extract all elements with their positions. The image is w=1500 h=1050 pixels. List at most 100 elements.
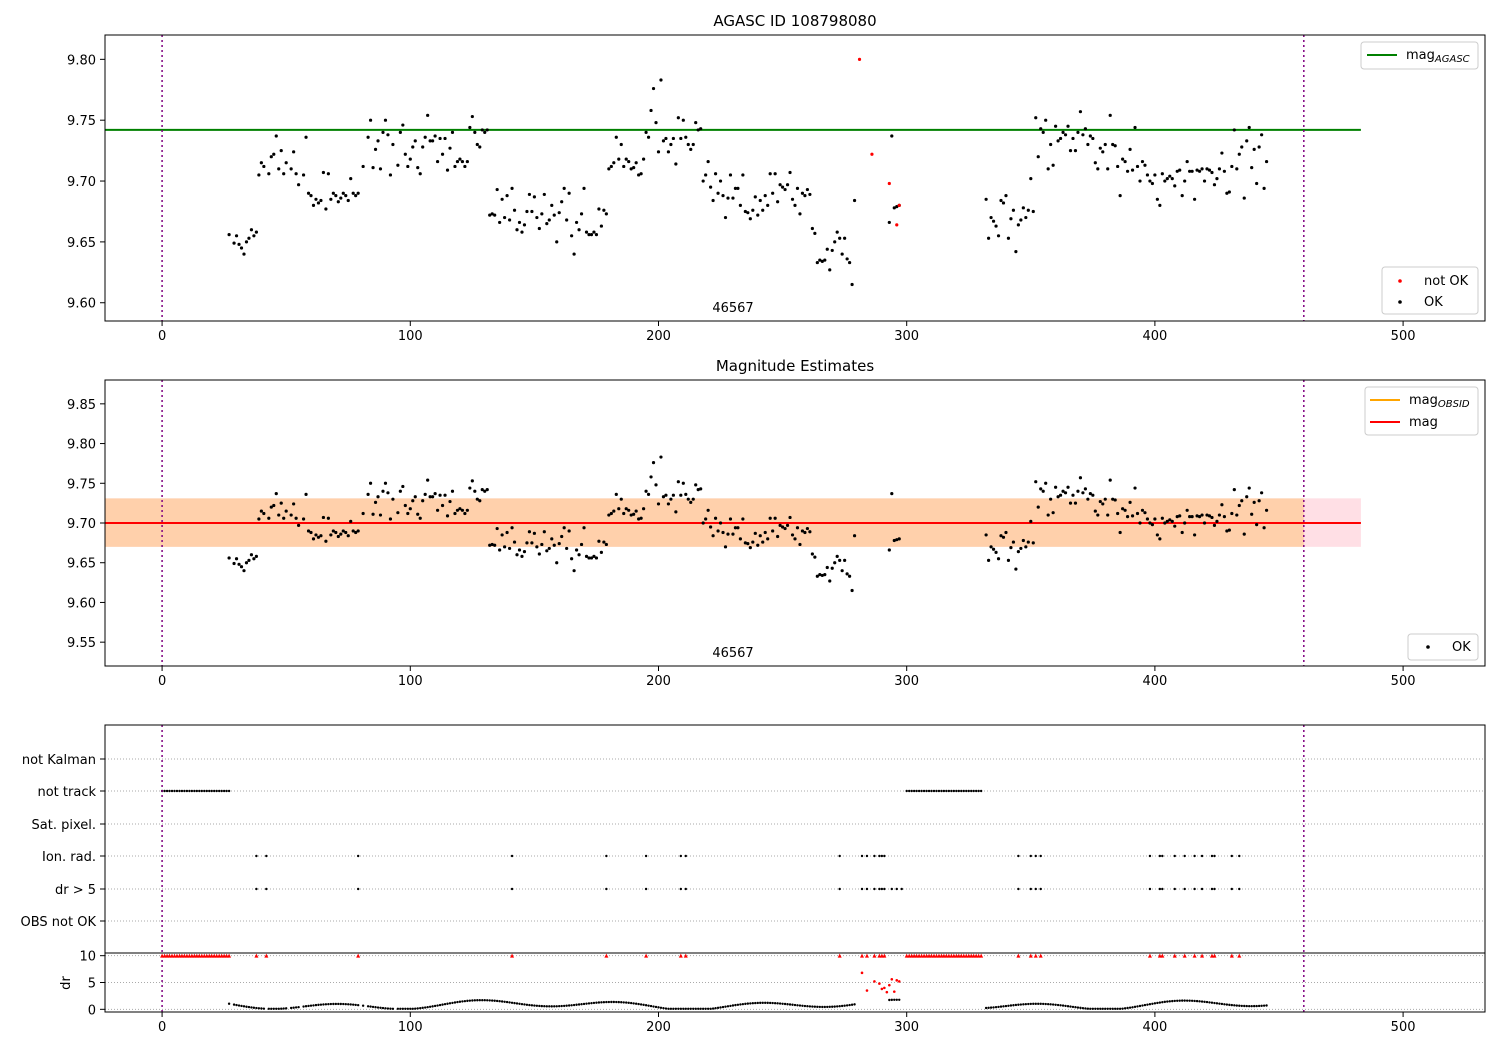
flag-point-1-49: [957, 789, 961, 793]
dr-point-208: [761, 1001, 764, 1005]
legend-label-ok-2: OK: [1452, 640, 1471, 655]
point-mag-ok-305: [1118, 530, 1122, 535]
flag-point-3-11: [873, 854, 876, 858]
dr-point-305: [1118, 1007, 1122, 1010]
point-mag-ok-123: [550, 537, 554, 541]
point-ok-9: [252, 234, 256, 238]
flag-point-3-19: [1148, 854, 1152, 858]
dr-point-190: [716, 1006, 720, 1010]
point-mag-ok-304: [1116, 511, 1120, 516]
point-ok-215: [778, 183, 782, 187]
point-ok-265: [1019, 218, 1023, 222]
point-mag-ok-142: [597, 539, 601, 543]
point-ok-218: [785, 183, 790, 187]
point-ok-354: [1240, 145, 1244, 149]
dr-point-89: [466, 999, 469, 1003]
dr-point-187: [709, 1007, 712, 1010]
dr-point-95: [481, 998, 484, 1002]
dr-red-marker-59: [254, 953, 259, 958]
point-mag-ok-337: [1197, 515, 1202, 519]
point-mag-ok-293: [1088, 492, 1092, 496]
dr-point-140: [592, 1001, 596, 1005]
point-ok-141: [594, 232, 599, 237]
panel1-frame: [104, 34, 1486, 322]
point-ok-71: [421, 145, 425, 149]
dr-red-marker-58: [979, 953, 984, 958]
point-ok-198: [736, 186, 740, 190]
point-ok-216: [780, 185, 785, 189]
point-mag-ok-171: [669, 497, 673, 501]
point-ok-113: [525, 209, 529, 214]
dr-point-50: [366, 1005, 370, 1008]
point-ok-191: [718, 179, 723, 183]
point-mag-ok-83: [450, 489, 455, 493]
dr-point-264: [1017, 1003, 1020, 1006]
x-tick-label-2-0: 0: [158, 674, 166, 689]
flag-point-4-19: [1029, 887, 1032, 891]
point-ok-254: [991, 219, 996, 223]
dr-point-155: [629, 1001, 633, 1005]
dr-point-361: [1257, 1004, 1261, 1008]
point-mag-ok-351: [1232, 488, 1236, 492]
dr-point-295: [1094, 1007, 1097, 1010]
point-mag-ok-131: [570, 557, 574, 561]
point-mag-ok-268: [1026, 540, 1030, 544]
point-ok-189: [713, 172, 718, 176]
point-ok-171: [669, 142, 673, 147]
dr-point-292: [1086, 1007, 1090, 1010]
point-mag-ok-124: [552, 543, 556, 547]
point-mag-ok-122: [547, 546, 551, 551]
point-mag-ok-217: [783, 526, 787, 531]
point-ok-289: [1078, 110, 1083, 114]
point-ok-69: [416, 166, 420, 170]
dr-point-16: [272, 1007, 275, 1010]
point-ok-163: [649, 108, 653, 113]
point-ok-199: [738, 203, 742, 207]
dr-point-255: [994, 1005, 998, 1009]
point-ok-353: [1237, 152, 1241, 156]
dr-point-173: [674, 1007, 678, 1010]
point-ok-51: [368, 118, 373, 122]
dr-point-243: [848, 1003, 851, 1007]
point-ok-244: [850, 282, 854, 287]
point-mag-ok-184: [701, 521, 705, 525]
y-tick-label-1-1: 9.65: [67, 236, 96, 251]
dr-red-point-2: [873, 980, 876, 983]
point-ok-227: [808, 192, 812, 197]
point-ok-54: [376, 139, 380, 143]
dr-point-297: [1099, 1007, 1102, 1010]
dr-point-248: [893, 998, 896, 1002]
point-mag-ok-103: [500, 533, 504, 537]
flag-point-1-24: [220, 789, 223, 793]
point-ok-20: [282, 172, 286, 176]
flag-point-4-12: [878, 887, 881, 891]
point-ok-340: [1205, 167, 1209, 171]
point-mag-ok-278: [1051, 511, 1055, 515]
point-ok-234: [825, 247, 829, 251]
point-mag-ok-283: [1063, 491, 1068, 495]
point-ok-127: [560, 200, 564, 204]
flag-point-1-47: [952, 789, 956, 793]
point-ok-167: [659, 78, 663, 82]
flag-label-3: Ion. rad.: [42, 850, 96, 865]
point-ok-76: [433, 134, 437, 138]
dr-point-299: [1104, 1007, 1107, 1010]
flag-point-1-7: [178, 789, 181, 793]
dr-point-312: [1136, 1005, 1139, 1008]
point-mag-ok-37: [329, 533, 333, 537]
point-mag-ok-15: [269, 505, 273, 509]
dr-point-181: [694, 1007, 697, 1010]
dr-point-91: [471, 999, 474, 1002]
point-ok-338: [1200, 167, 1204, 171]
flag-point-1-42: [940, 789, 943, 793]
flag-point-3-24: [1193, 854, 1196, 858]
point-mag-ok-95: [480, 488, 484, 492]
dr-point-64: [404, 1007, 407, 1010]
point-mag-ok-226: [805, 526, 810, 531]
dr-point-98: [488, 999, 491, 1002]
point-ok-70: [418, 172, 422, 176]
dr-red-marker-88: [1237, 953, 1242, 958]
dr-point-236: [831, 1005, 834, 1008]
dr-point-154: [627, 1001, 630, 1005]
